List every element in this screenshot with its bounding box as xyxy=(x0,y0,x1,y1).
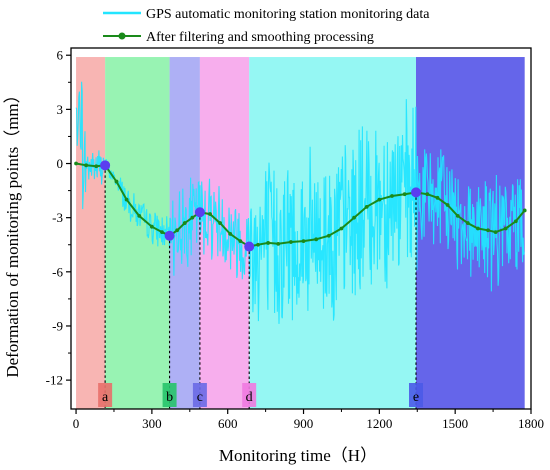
smoothed-point xyxy=(301,239,306,244)
smoothed-point xyxy=(218,221,223,225)
stage-label-e: e xyxy=(413,390,419,405)
smoothed-point xyxy=(377,197,382,202)
stage-label-box-c xyxy=(192,383,207,407)
stage-label-box-e xyxy=(409,383,423,407)
x-tick-label: 600 xyxy=(218,416,238,431)
raw-data-line xyxy=(75,81,525,324)
smoothed-point xyxy=(390,194,394,198)
smoothed-point xyxy=(175,228,180,233)
stage-label-box-a xyxy=(98,383,113,407)
raw-series xyxy=(75,81,525,324)
smoothed-point xyxy=(513,219,518,224)
legend-smooth-marker xyxy=(118,32,126,40)
stage-label-box-d xyxy=(242,383,257,407)
y-tick-label: -12 xyxy=(46,373,63,388)
smoothed-point xyxy=(402,192,407,197)
axes xyxy=(66,47,532,414)
y-tick-label: -3 xyxy=(52,210,63,225)
smoothed-point xyxy=(238,239,243,244)
smoothed-point xyxy=(74,161,78,166)
smoothed-point xyxy=(326,233,331,238)
key-point-c xyxy=(194,207,205,218)
key-point-a xyxy=(100,160,111,171)
stage-label-b: b xyxy=(166,390,173,405)
smoothed-point xyxy=(435,195,440,200)
x-tick-label: 900 xyxy=(294,416,314,431)
smoothed-point xyxy=(493,230,498,235)
smoothed-point xyxy=(190,215,195,220)
y-axis-title: Deformation of monitoring points（mm） xyxy=(3,86,22,377)
smoothed-point xyxy=(208,212,212,216)
smoothed-point xyxy=(465,221,470,225)
legend-raw-label: GPS automatic monitoring station monitor… xyxy=(146,7,430,22)
y-tick-label: -6 xyxy=(52,264,63,279)
legend: GPS automatic monitoring station monitor… xyxy=(103,7,430,45)
smoothed-point xyxy=(160,230,164,235)
tick-labels: 0 300 600 900 1200 1500 1800 6 3 0 -3 -6 -9 -12 xyxy=(46,48,544,431)
smoothed-point xyxy=(522,208,527,213)
x-tick-label: 0 xyxy=(73,416,80,431)
smoothed-point xyxy=(137,213,142,218)
key-points xyxy=(100,160,421,252)
smoothed-point xyxy=(276,241,281,246)
smoothed-point xyxy=(124,197,129,202)
plot-frame xyxy=(70,47,532,410)
x-tick-label: 1200 xyxy=(366,416,392,431)
y-tick-label: -9 xyxy=(52,318,63,333)
x-axis-title: Monitoring time（H） xyxy=(219,446,377,465)
y-tick-label: 3 xyxy=(57,102,64,117)
x-tick-label: 1500 xyxy=(442,416,468,431)
stage-label-c: c xyxy=(197,390,203,405)
smoothed-line xyxy=(75,162,526,248)
smoothed-point xyxy=(314,237,319,242)
stage-zone-1 xyxy=(76,57,106,410)
key-point-d xyxy=(244,241,255,252)
smoothed-point xyxy=(288,240,293,244)
smoothed-point xyxy=(149,224,154,229)
legend-smooth-label: After filtering and smoothing processing xyxy=(146,30,374,45)
smoothed-point xyxy=(114,179,119,184)
smoothed-point xyxy=(256,242,260,247)
smoothed-point xyxy=(228,232,233,236)
y-tick-label: 0 xyxy=(57,156,64,171)
smoothed-point xyxy=(455,213,460,218)
smoothed-point xyxy=(445,203,450,207)
smoothed-point xyxy=(266,241,271,245)
smoothed-point xyxy=(476,226,480,231)
smoothed-point xyxy=(84,163,89,168)
x-tick-label: 300 xyxy=(142,416,162,431)
key-point-b xyxy=(164,230,175,241)
stage-label-d: d xyxy=(246,390,253,405)
stage-guides xyxy=(104,165,417,409)
stage-label-a: a xyxy=(102,390,109,405)
y-tick-label: 6 xyxy=(57,48,64,63)
smoothed-point xyxy=(352,215,356,220)
smoothed-point xyxy=(503,226,508,231)
smoothed-point xyxy=(182,221,187,225)
smoothed-point xyxy=(94,164,99,169)
x-tick-label: 1800 xyxy=(518,416,544,431)
smoothed-point xyxy=(339,226,344,231)
key-point-e xyxy=(411,187,421,198)
smoothed-point xyxy=(425,192,430,197)
smoothed-point xyxy=(364,204,369,209)
stage-label-box-b xyxy=(162,383,177,407)
smoothed-point xyxy=(486,228,490,233)
stage-labels: a b c d e xyxy=(98,383,423,407)
